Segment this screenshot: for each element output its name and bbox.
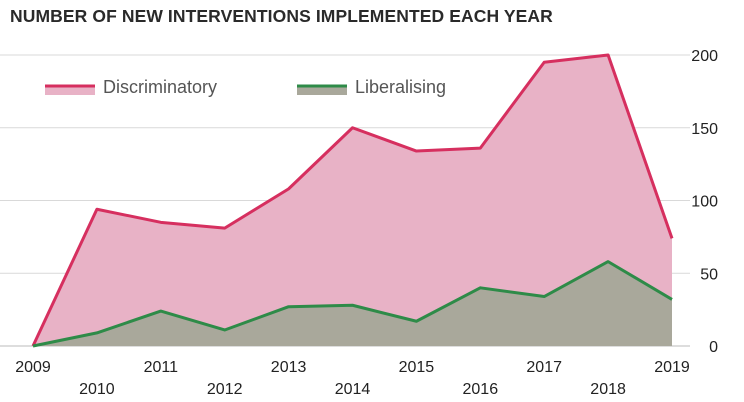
x-tick-label-2013: 2013 [271, 359, 307, 376]
legend-label-discriminatory: Discriminatory [103, 77, 217, 97]
x-tick-label-2017: 2017 [526, 359, 562, 376]
x-tick-label-2012: 2012 [207, 381, 243, 398]
y-tick-label-200: 200 [691, 48, 718, 65]
x-tick-label-2018: 2018 [590, 381, 626, 398]
x-tick-label-2011: 2011 [144, 359, 179, 376]
x-tick-label-2009: 2009 [15, 359, 51, 376]
legend-swatch-discriminatory [45, 86, 95, 95]
x-tick-label-2014: 2014 [335, 381, 371, 398]
y-tick-label-150: 150 [691, 121, 718, 138]
chart-title: NUMBER OF NEW INTERVENTIONS IMPLEMENTED … [10, 6, 553, 26]
y-tick-label-0: 0 [709, 339, 718, 356]
y-tick-label-50: 50 [700, 266, 718, 283]
legend-label-liberalising: Liberalising [355, 77, 446, 97]
legend-swatch-liberalising [297, 86, 347, 95]
area-discriminatory [33, 55, 672, 346]
y-tick-label-100: 100 [691, 194, 718, 211]
legend: Discriminatory Liberalising [45, 77, 446, 97]
x-tick-label-2015: 2015 [399, 359, 435, 376]
x-tick-label-2019: 2019 [654, 359, 690, 376]
x-tick-label-2016: 2016 [463, 381, 499, 398]
area-liberalising [33, 261, 672, 346]
x-tick-label-2010: 2010 [79, 381, 115, 398]
